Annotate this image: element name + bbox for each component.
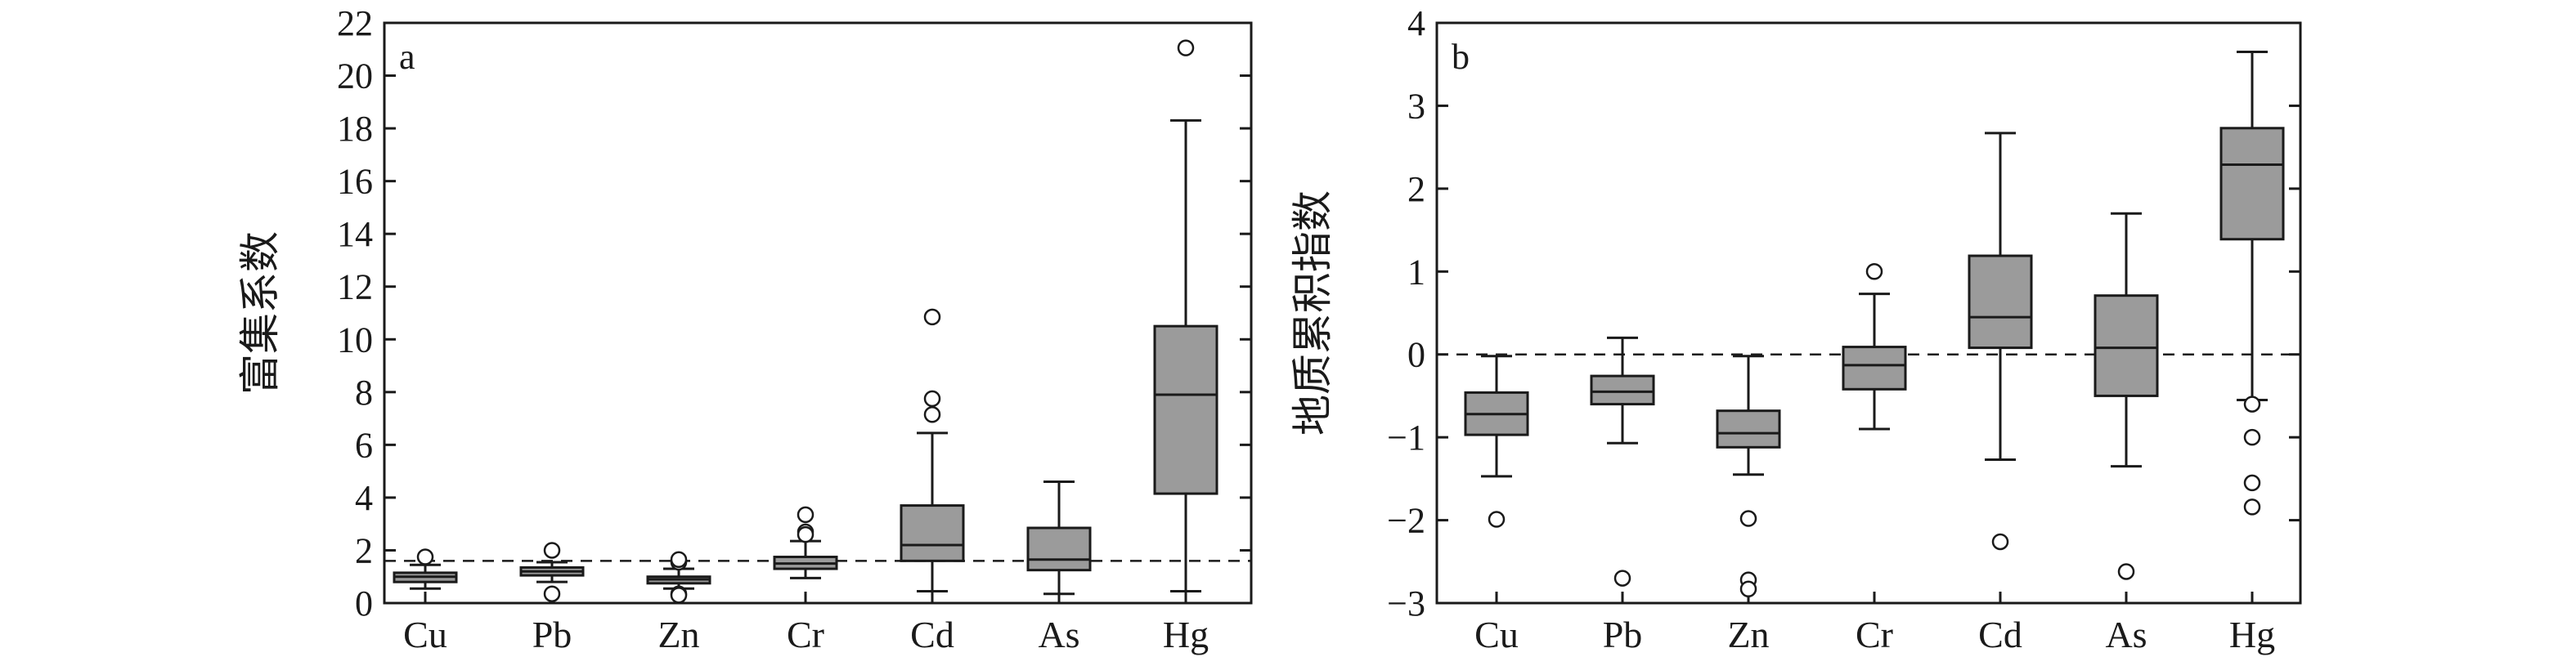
box-zn bbox=[1716, 409, 1781, 449]
box-as bbox=[2094, 294, 2159, 397]
outlier-hg bbox=[2243, 474, 2261, 492]
outlier-as bbox=[2117, 563, 2135, 580]
chart-panel-a: 0 2 4 6 8 10 12 14 16 18 20 22 富集系数 a Cu Pb Zn Cr Cd As Hg bbox=[237, 3, 1253, 655]
box-as bbox=[1026, 526, 1092, 572]
y-tick-label: 0 bbox=[1407, 335, 1425, 375]
x-tick-label-cu: Cu bbox=[1474, 614, 1519, 655]
outlier-hg bbox=[2243, 396, 2261, 413]
outlier-cr bbox=[797, 506, 815, 524]
outlier-zn bbox=[1739, 510, 1757, 527]
y-tick-label: 4 bbox=[355, 478, 373, 518]
box-hg bbox=[1153, 324, 1218, 495]
y-tick-label: 6 bbox=[355, 425, 373, 465]
outlier-hg bbox=[2243, 428, 2261, 446]
outlier-cd bbox=[1991, 533, 2009, 551]
x-tick-label-as: As bbox=[2105, 614, 2147, 655]
outlier-zn bbox=[670, 587, 688, 604]
x-tick-label-cr: Cr bbox=[1856, 614, 1893, 655]
x-tick-label-zn: Zn bbox=[1727, 614, 1769, 655]
x-tick-label-zn: Zn bbox=[657, 614, 699, 655]
plot-frame bbox=[383, 21, 1253, 605]
chart-panel-b: −3 −2 −1 0 1 2 3 4 地质累积指数 b Cu Pb Zn Cr Cd As Hg bbox=[1290, 3, 2302, 655]
outlier-cd bbox=[923, 308, 941, 326]
outlier-cr bbox=[1865, 263, 1883, 280]
panel-letter: a bbox=[399, 37, 415, 77]
x-tick-label-cd: Cd bbox=[910, 614, 954, 655]
x-tick-label-pb: Pb bbox=[532, 614, 572, 655]
outlier-zn bbox=[670, 551, 688, 568]
outlier-cr bbox=[797, 525, 815, 543]
panel-letter: b bbox=[1452, 37, 1470, 77]
y-tick-label: 20 bbox=[337, 56, 373, 96]
y-tick-label: 12 bbox=[337, 267, 373, 307]
x-tick-label-hg: Hg bbox=[2229, 614, 2275, 655]
x-tick-label-as: As bbox=[1038, 614, 1079, 655]
box-hg bbox=[2219, 127, 2285, 241]
y-tick-label: 10 bbox=[337, 320, 373, 360]
outlier-pb bbox=[543, 585, 561, 602]
box-pb bbox=[1590, 374, 1655, 406]
y-tick-label: 2 bbox=[1407, 169, 1425, 209]
y-tick-label: 8 bbox=[355, 373, 373, 413]
y-tick-label: 3 bbox=[1407, 86, 1425, 126]
outlier-hg bbox=[2243, 498, 2261, 516]
x-tick-label-hg: Hg bbox=[1163, 614, 1209, 655]
x-tick-label-cd: Cd bbox=[1978, 614, 2022, 655]
y-axis-label: 富集系数 bbox=[237, 231, 283, 395]
x-tick-label-cr: Cr bbox=[787, 614, 824, 655]
box-cd bbox=[900, 504, 965, 562]
x-tick-label-cu: Cu bbox=[403, 614, 447, 655]
y-tick-label: −3 bbox=[1387, 583, 1425, 624]
y-tick-label: 22 bbox=[337, 3, 373, 43]
y-tick-label: −1 bbox=[1387, 418, 1425, 458]
plot-frame bbox=[1435, 21, 2302, 605]
x-tick-label-pb: Pb bbox=[1603, 614, 1643, 655]
outlier-cu bbox=[416, 548, 434, 565]
outlier-zn bbox=[1739, 580, 1757, 598]
y-tick-label: 2 bbox=[355, 530, 373, 570]
box-cr bbox=[1842, 346, 1907, 391]
y-tick-label: 1 bbox=[1407, 252, 1425, 292]
y-tick-label: 0 bbox=[355, 583, 373, 624]
outlier-cd bbox=[923, 390, 941, 408]
y-tick-label: −2 bbox=[1387, 501, 1425, 541]
y-tick-label: 14 bbox=[337, 214, 373, 254]
outlier-cu bbox=[1488, 511, 1506, 528]
y-tick-label: 16 bbox=[337, 162, 373, 202]
y-tick-label: 18 bbox=[337, 109, 373, 149]
y-tick-label: 4 bbox=[1407, 3, 1425, 43]
outlier-cd bbox=[923, 406, 941, 423]
outlier-pb bbox=[543, 542, 561, 559]
y-axis-label: 地质累积指数 bbox=[1290, 190, 1335, 436]
outlier-pb bbox=[1613, 570, 1631, 587]
outlier-hg bbox=[1177, 39, 1195, 56]
box-cd bbox=[1968, 254, 2033, 350]
